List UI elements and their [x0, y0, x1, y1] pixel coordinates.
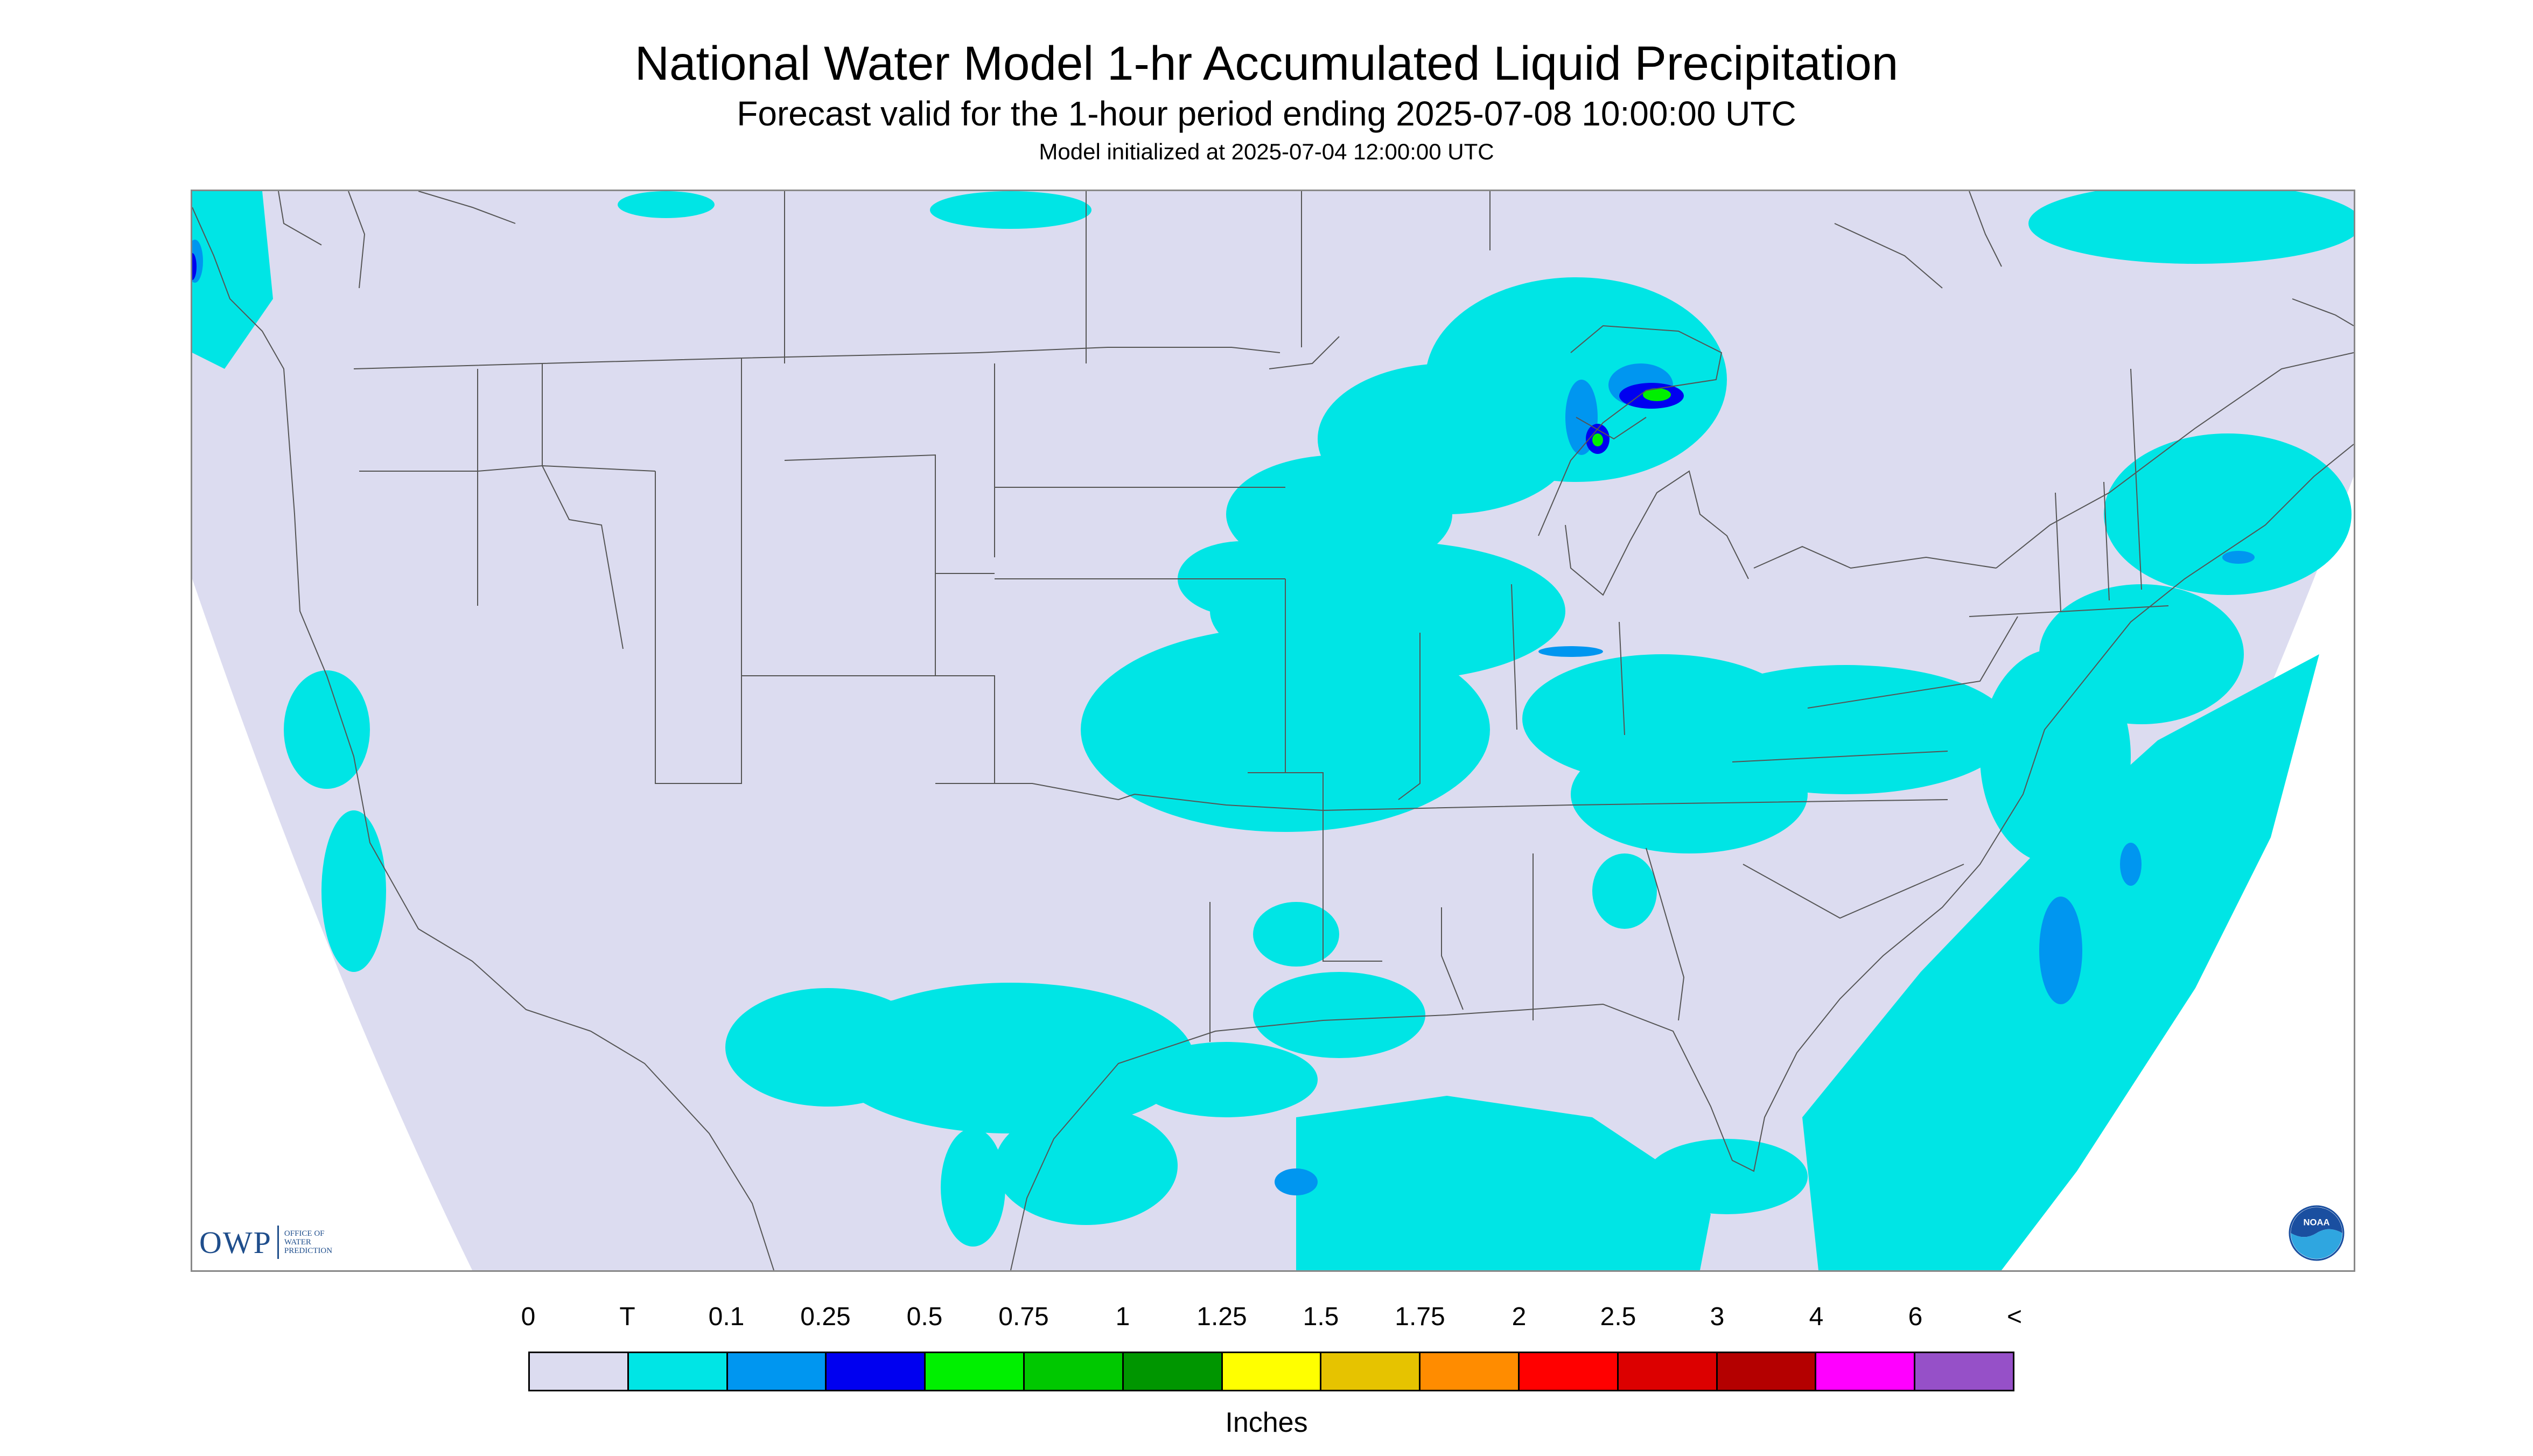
legend-swatch — [1024, 1353, 1124, 1390]
noaa-logo-icon: NOAA — [2289, 1205, 2345, 1261]
legend-tick-label: 1.5 — [1303, 1303, 1339, 1331]
legend-tick-label: 3 — [1710, 1303, 1725, 1331]
legend-swatch — [1222, 1353, 1322, 1390]
precip-heavy-areas — [1592, 388, 1671, 446]
legend-units-label: Inches — [1225, 1407, 1308, 1438]
legend-tick-label: 4 — [1809, 1303, 1824, 1331]
legend-swatch — [1717, 1353, 1817, 1390]
legend-swatch — [530, 1353, 629, 1390]
noaa-logo-letters: NOAA — [2304, 1217, 2330, 1227]
legend-swatch — [1421, 1353, 1520, 1390]
legend-tick-label: 2 — [1512, 1303, 1527, 1331]
map-canvas — [192, 191, 2354, 1270]
legend-tick-label: 1.75 — [1395, 1303, 1445, 1331]
legend-swatch — [926, 1353, 1025, 1390]
legend-swatch — [727, 1353, 827, 1390]
map-title: National Water Model 1-hr Accumulated Li… — [634, 36, 1899, 90]
owp-logo-letters: OWP — [199, 1224, 272, 1260]
legend-tick-label: 0.5 — [906, 1303, 943, 1331]
legend-tick-label: T — [619, 1303, 635, 1331]
legend-tick-label: 0.1 — [708, 1303, 745, 1331]
outside-domain-right — [2002, 477, 2354, 1270]
legend-swatch — [628, 1353, 728, 1390]
legend-swatch — [1123, 1353, 1223, 1390]
legend-tick-label: 1.25 — [1196, 1303, 1247, 1331]
legend-swatch — [1915, 1353, 2013, 1390]
precipitation-map — [191, 190, 2355, 1272]
legend-colorbar — [528, 1352, 2014, 1391]
state-boundaries — [278, 191, 2354, 1042]
legend-tick-label: 0 — [521, 1303, 536, 1331]
legend-swatch — [827, 1353, 926, 1390]
coastlines — [192, 191, 2354, 1270]
legend-tick-label: 0.75 — [998, 1303, 1049, 1331]
legend-swatch — [1519, 1353, 1619, 1390]
legend-tick-label: 1 — [1115, 1303, 1130, 1331]
legend-swatch — [1321, 1353, 1421, 1390]
legend-tick-label: 0.25 — [800, 1303, 851, 1331]
legend-tick-label: 6 — [1908, 1303, 1923, 1331]
owp-logo: OWP OFFICE OF WATER PREDICTION — [199, 1223, 344, 1261]
outside-domain-left — [192, 579, 472, 1270]
owp-logo-divider — [277, 1226, 279, 1259]
legend-swatch — [1816, 1353, 1916, 1390]
model-init-text: Model initialized at 2025-07-04 12:00:00… — [1039, 139, 1494, 164]
color-legend: 0 T 0.1 0.25 0.5 0.75 1 1.25 1.5 1.75 2 2.5 3 4 6 < — [521, 1302, 2022, 1399]
legend-swatch — [1618, 1353, 1718, 1390]
legend-tick-label: < — [2006, 1303, 2023, 1331]
legend-tick-label: 2.5 — [1600, 1303, 1636, 1331]
map-subtitle: Forecast valid for the 1-hour period end… — [737, 94, 1796, 133]
owp-logo-subtext: OFFICE OF WATER PREDICTION — [284, 1229, 333, 1255]
